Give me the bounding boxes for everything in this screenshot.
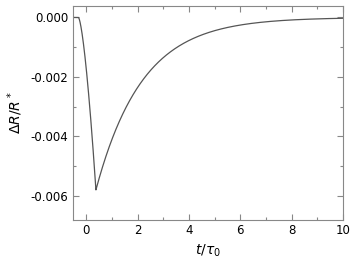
Y-axis label: $\Delta R/R^*$: $\Delta R/R^*$ [6,91,25,134]
X-axis label: $t/\tau_0$: $t/\tau_0$ [195,243,221,259]
